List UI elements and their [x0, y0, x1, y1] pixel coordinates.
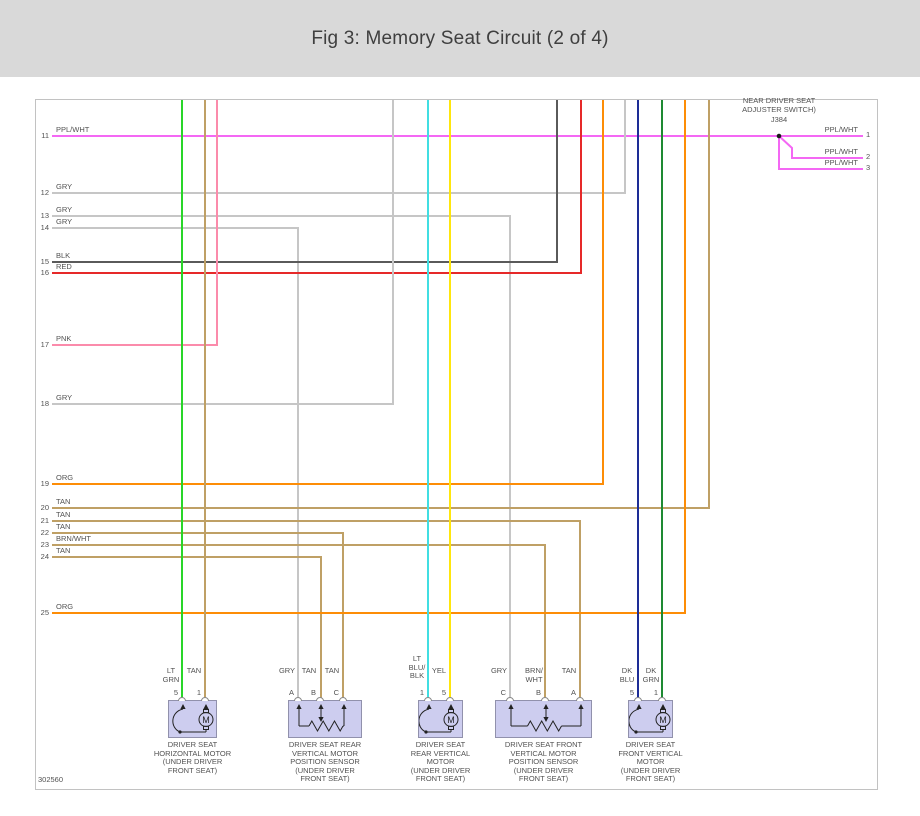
wire-color-label-pin-20: TAN	[56, 497, 71, 506]
wire-color-label-pin-22: TAN	[56, 522, 71, 531]
pin-number-14: 14	[40, 223, 49, 232]
figure-id: 302560	[38, 775, 64, 784]
switch-branch-wire-label-3: PPL/WHT	[824, 158, 858, 167]
motor-symbol: M	[418, 704, 459, 734]
motor-letter: M	[202, 715, 210, 725]
wire-color-label-pin-25: ORG	[56, 602, 74, 611]
component-caption-driver-seat-rear-vertical-motor: DRIVER SEAT REAR VERTICAL MOTOR (UNDER D…	[410, 740, 471, 783]
pin-number-15: 15	[40, 257, 49, 266]
figure-title-bar: Fig 3: Memory Seat Circuit (2 of 4)	[0, 0, 920, 77]
component-pin-5: 5	[173, 688, 178, 697]
component-pin-5: 5	[441, 688, 446, 697]
pin-number-25: 25	[40, 608, 49, 617]
component-caption-driver-seat-rear-vertical-motor-position-sensor: DRIVER SEAT REAR VERTICAL MOTOR POSITION…	[288, 740, 362, 783]
component-pin-C: C	[333, 688, 339, 697]
wire-color-label-pin-14: GRY	[56, 217, 73, 226]
switch-name: NEAR DRIVER SEAT ADJUSTER SWITCH)	[742, 96, 816, 114]
wire-color-label-pin-21: TAN	[56, 510, 71, 519]
component-pin-1: 1	[653, 688, 658, 697]
component-pin-C: C	[500, 688, 506, 697]
wire-color-label-pin-17: PNK	[56, 334, 72, 343]
component-wire-color-label: YEL	[431, 666, 447, 675]
pin-number-18: 18	[40, 399, 49, 408]
component-pin-A: A	[570, 688, 576, 697]
diagram-frame	[35, 99, 878, 790]
wire-color-label-pin-19: ORG	[56, 473, 74, 482]
pin-number-22: 22	[40, 528, 49, 537]
switch-branch-pin-3: 3	[866, 163, 871, 172]
component-box-driver-seat-rear-vertical-motor: M	[418, 700, 463, 738]
component-wire-color-label: TAN	[186, 666, 202, 675]
wire-color-label-pin-13: GRY	[56, 205, 73, 214]
pin-number-13: 13	[40, 211, 49, 220]
motor-letter: M	[447, 715, 455, 725]
switch-branch-pin-1: 1	[866, 130, 871, 139]
wire-color-label-pin-16: RED	[56, 262, 72, 271]
component-wire-color-label: LT BLU/ BLK	[408, 654, 426, 680]
pin-number-11: 11	[41, 131, 49, 140]
wire-color-label-pin-24: TAN	[56, 546, 71, 555]
component-box-driver-seat-rear-vertical-motor-position-sensor	[288, 700, 362, 738]
component-pin-B: B	[535, 688, 541, 697]
component-caption-driver-seat-front-vertical-motor-position-sensor: DRIVER SEAT FRONT VERTICAL MOTOR POSITIO…	[504, 740, 583, 783]
wire-color-label-pin-18: GRY	[56, 393, 73, 402]
switch-branch-pin-2: 2	[866, 152, 871, 161]
component-wire-color-label: TAN	[301, 666, 317, 675]
component-wire-color-label: BRN/ WHT	[525, 666, 543, 684]
wire-color-label-pin-15: BLK	[56, 251, 71, 260]
component-pin-1: 1	[196, 688, 201, 697]
pin-number-19: 19	[40, 479, 49, 488]
pin-number-12: 12	[40, 188, 49, 197]
component-caption-driver-seat-front-vertical-motor: DRIVER SEAT FRONT VERTICAL MOTOR (UNDER …	[618, 740, 683, 783]
motor-symbol: M	[628, 704, 671, 734]
pin-number-23: 23	[40, 540, 49, 549]
motor-letter: M	[659, 715, 667, 725]
sensor-symbol	[508, 704, 584, 733]
component-wire-color-label: DK GRN	[642, 666, 660, 684]
component-wire-color-label: TAN	[324, 666, 340, 675]
component-box-driver-seat-horizontal-motor: M	[168, 700, 217, 738]
figure-title: Fig 3: Memory Seat Circuit (2 of 4)	[311, 27, 609, 49]
wire-color-label-pin-23: BRN/WHT	[56, 534, 91, 543]
pin-number-20: 20	[40, 503, 49, 512]
pin-number-21: 21	[40, 516, 49, 525]
sensor-symbol	[296, 704, 347, 733]
component-wire-color-label: GRY	[278, 666, 296, 675]
pin-number-24: 24	[40, 552, 49, 561]
component-pin-B: B	[310, 688, 316, 697]
component-wire-color-label: GRY	[490, 666, 508, 675]
wire-color-label-pin-12: GRY	[56, 182, 73, 191]
component-pin-5: 5	[629, 688, 634, 697]
component-pin-1: 1	[419, 688, 424, 697]
switch-connector-id: J384	[770, 115, 788, 124]
component-wire-color-label: LT GRN	[162, 666, 180, 684]
switch-branch-wire-label-1: PPL/WHT	[824, 125, 858, 134]
component-wire-color-label: DK BLU	[619, 666, 635, 684]
component-box-driver-seat-front-vertical-motor-position-sensor	[495, 700, 592, 738]
pin-number-16: 16	[40, 268, 49, 277]
component-wire-color-label: TAN	[561, 666, 577, 675]
component-pin-A: A	[288, 688, 294, 697]
pin-number-17: 17	[40, 340, 49, 349]
component-caption-driver-seat-horizontal-motor: DRIVER SEAT HORIZONTAL MOTOR (UNDER DRIV…	[153, 740, 232, 775]
wire-color-label-pin-11: PPL/WHT	[56, 125, 90, 134]
component-box-driver-seat-front-vertical-motor: M	[628, 700, 673, 738]
switch-branch-wire-label-2: PPL/WHT	[824, 147, 858, 156]
motor-symbol: M	[172, 704, 214, 734]
